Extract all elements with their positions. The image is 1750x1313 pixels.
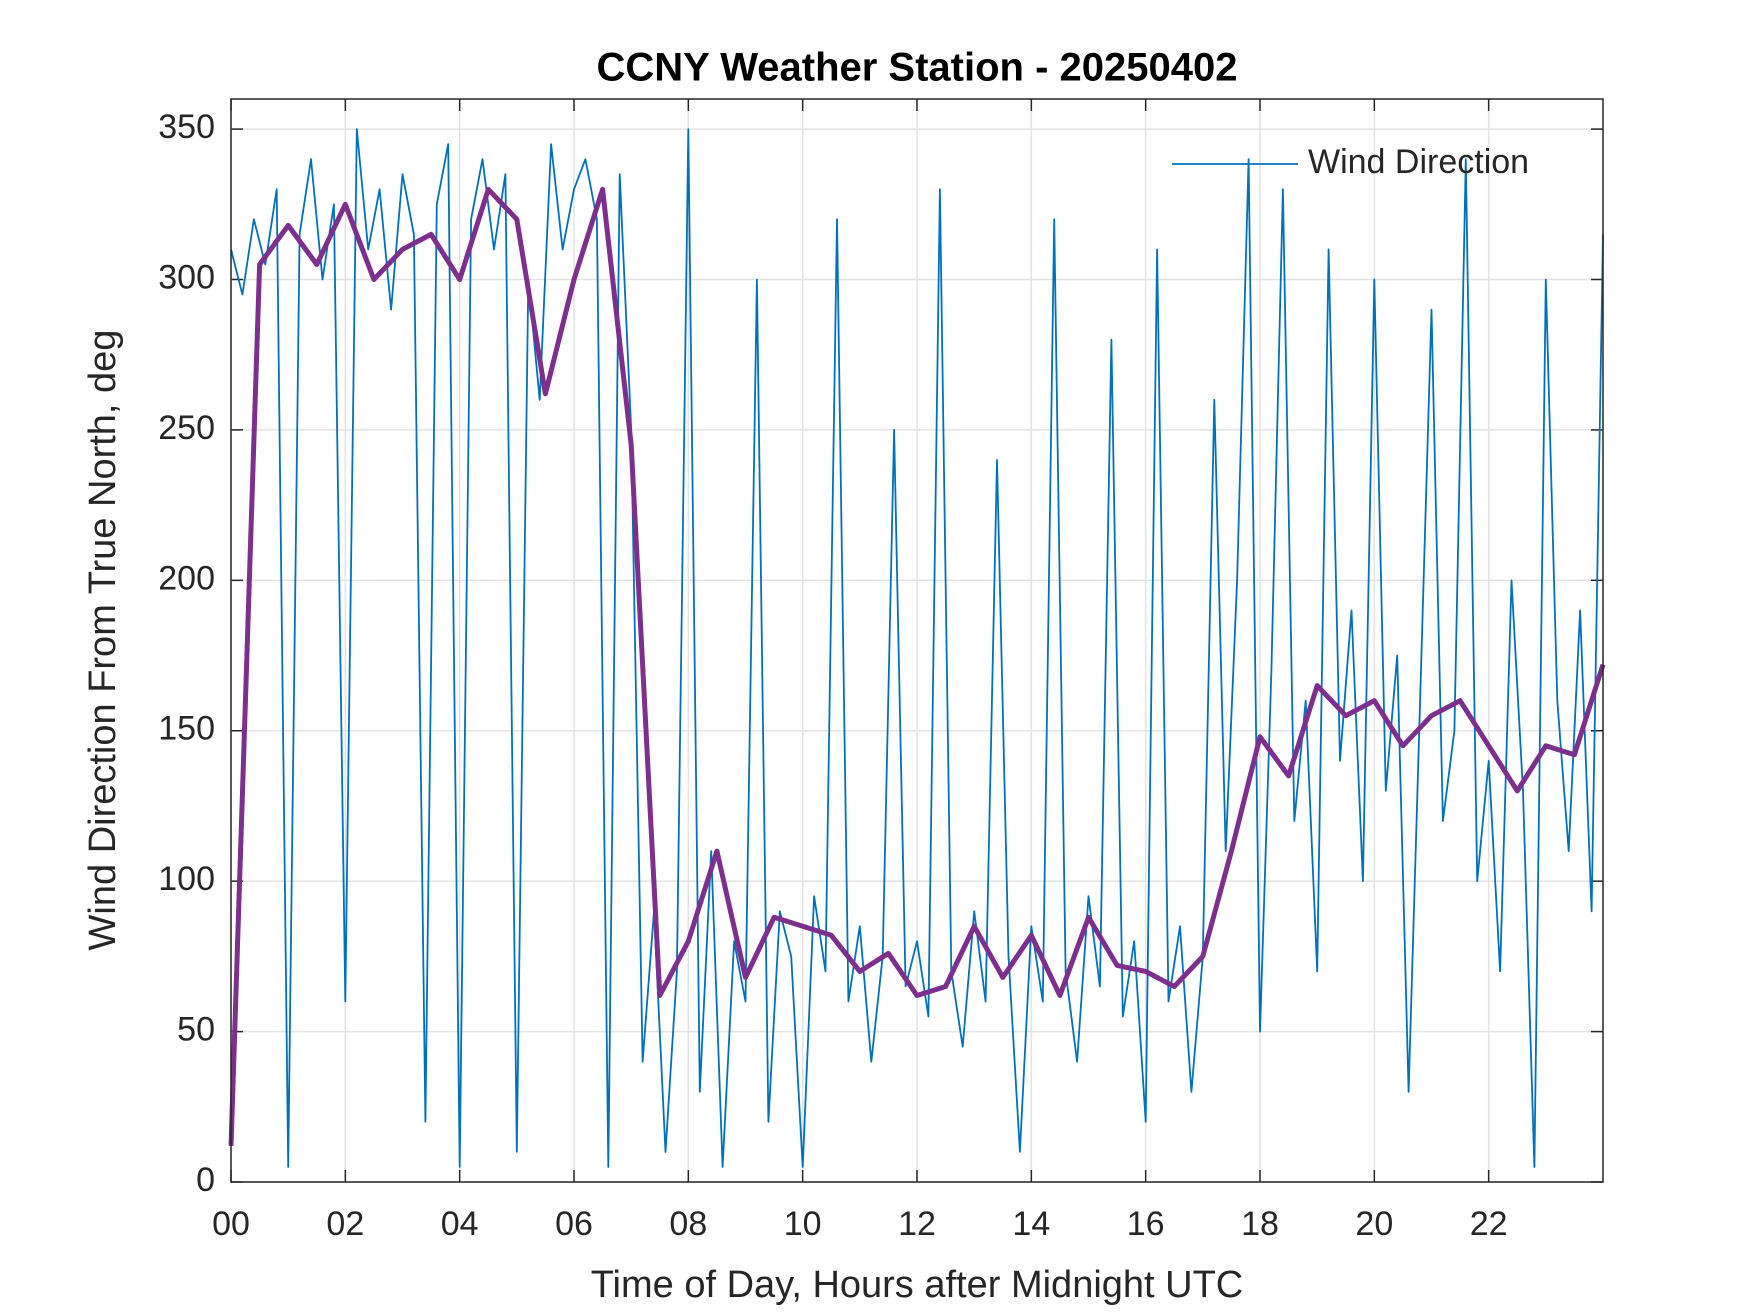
y-tick-label: 100 (158, 860, 215, 898)
x-tick-label: 20 (1355, 1205, 1393, 1243)
x-tick-label: 04 (441, 1205, 479, 1243)
y-tick-label: 200 (158, 559, 215, 597)
y-tick-label: 150 (158, 710, 215, 748)
series-line (230, 128, 1604, 1168)
y-tick-label: 50 (177, 1011, 215, 1049)
x-tick-label: 06 (555, 1205, 593, 1243)
y-tick-label: 350 (158, 108, 215, 146)
x-tick-label: 02 (326, 1205, 364, 1243)
chart-title: CCNY Weather Station - 20250402 (597, 46, 1238, 90)
y-axis-label: Wind Direction From True North, deg (82, 330, 124, 951)
y-tick-label: 0 (196, 1161, 215, 1199)
y-tick-label: 300 (158, 258, 215, 296)
x-tick-label: 08 (669, 1205, 707, 1243)
x-tick-label: 14 (1012, 1205, 1050, 1243)
x-tick-label: 22 (1470, 1205, 1508, 1243)
x-tick-label: 00 (212, 1205, 250, 1243)
plot-frame (230, 98, 1604, 1183)
x-tick-label: 18 (1241, 1205, 1279, 1243)
legend-label: Wind Direction (1308, 143, 1529, 181)
x-tick-label: 16 (1127, 1205, 1165, 1243)
x-tick-label: 12 (898, 1205, 936, 1243)
x-axis-label: Time of Day, Hours after Midnight UTC (591, 1264, 1244, 1306)
series-line (228, 186, 1606, 1146)
y-tick-label: 250 (158, 409, 215, 447)
x-tick-label: 10 (784, 1205, 822, 1243)
